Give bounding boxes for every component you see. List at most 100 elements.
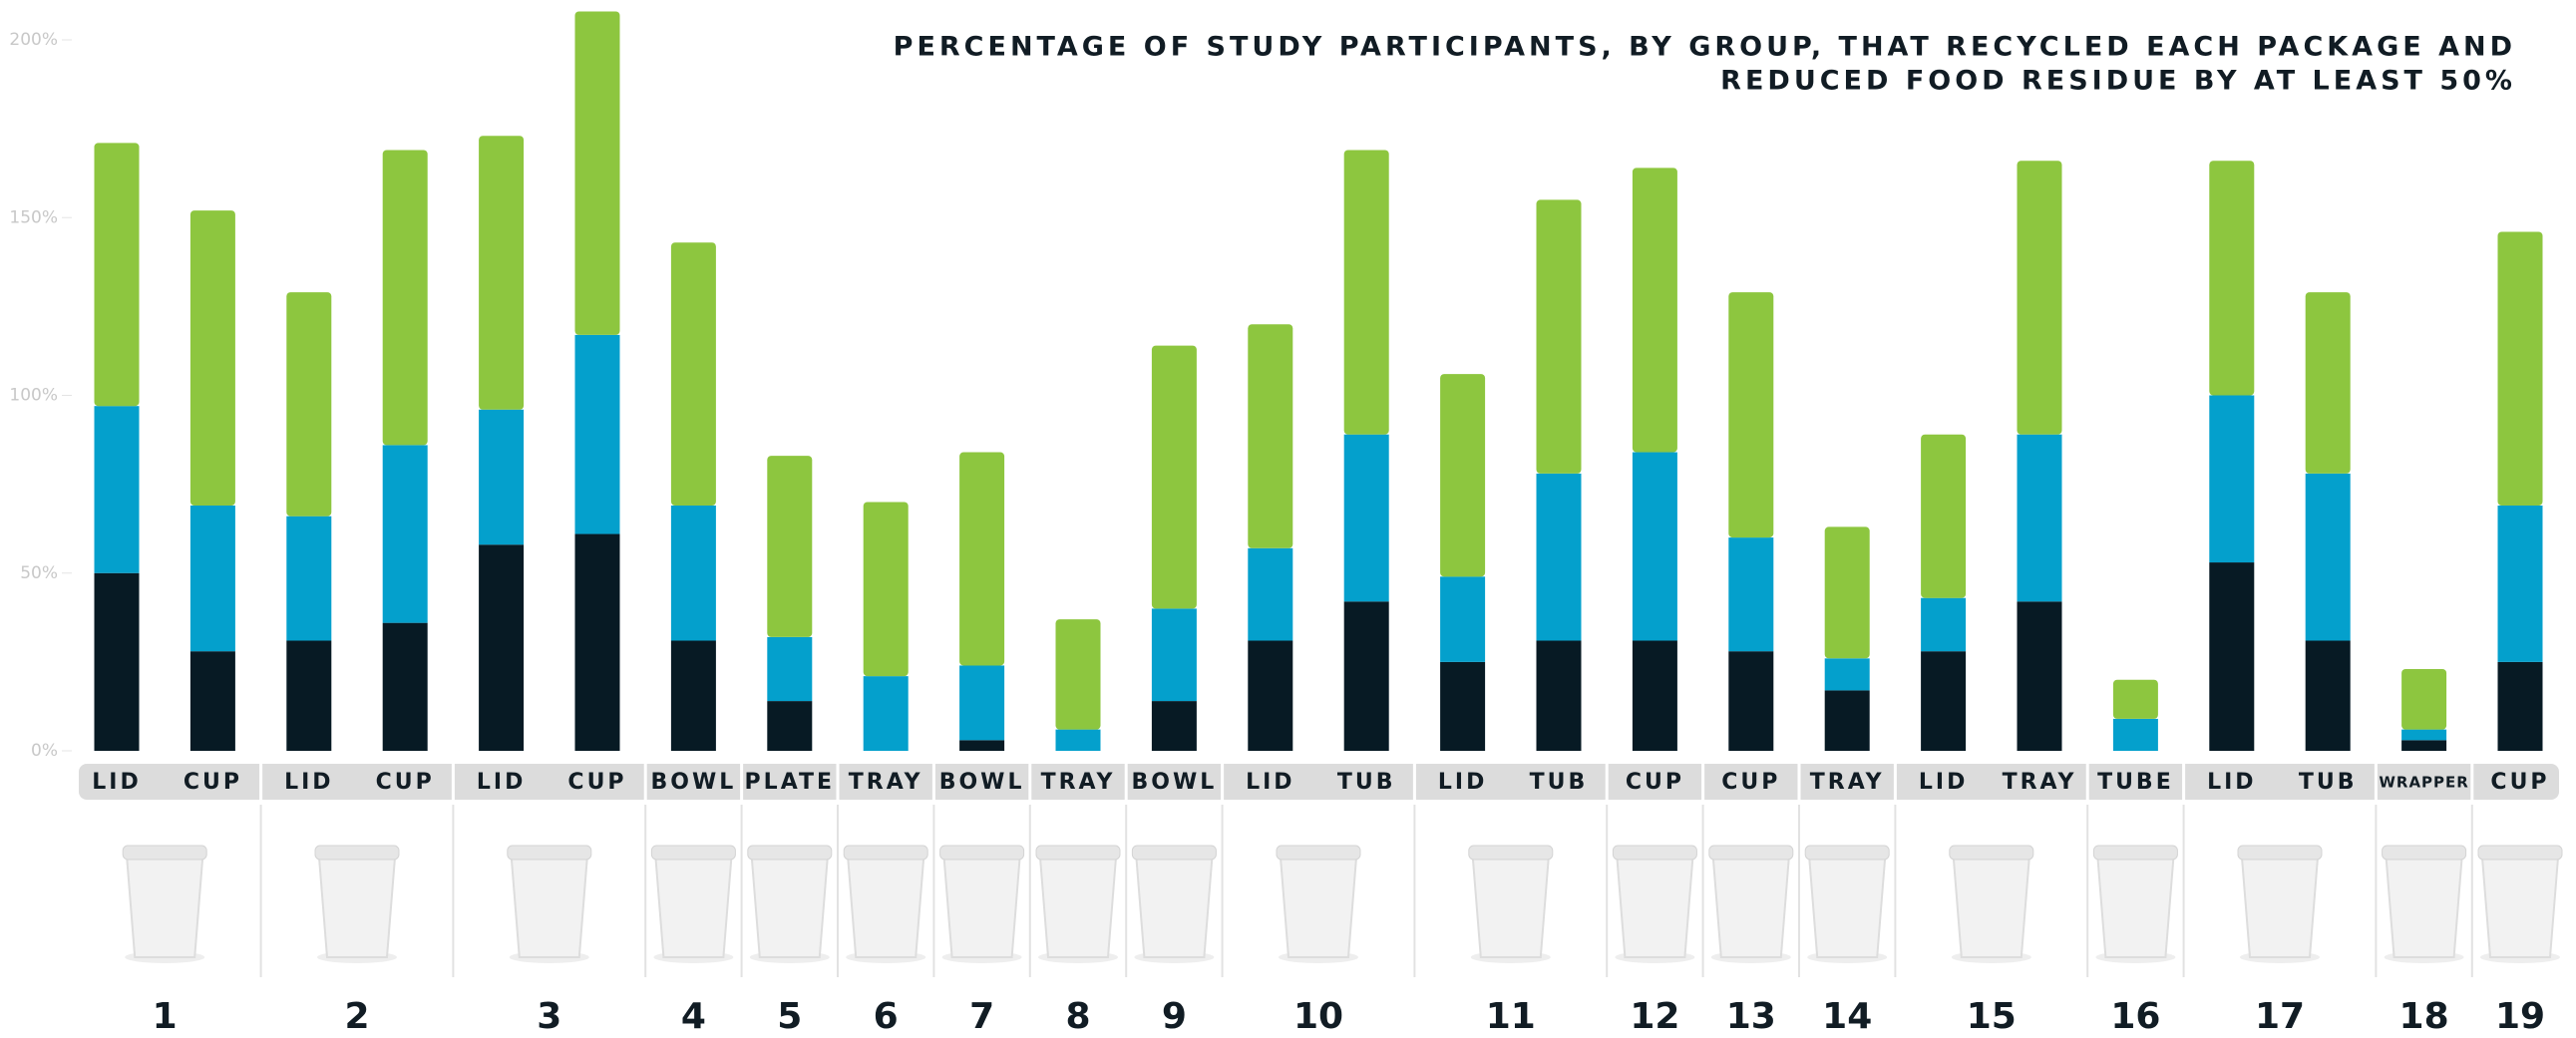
product-lid <box>508 846 591 860</box>
bar-segment <box>959 665 1004 740</box>
bar-segment <box>671 242 716 506</box>
bar-segment <box>2498 232 2543 507</box>
bar-segment <box>1921 435 1966 598</box>
bar-segment <box>1056 619 1101 730</box>
x-tick-label: CUP <box>376 770 435 795</box>
product-image <box>1954 858 2029 957</box>
bar-segment <box>1921 651 1966 751</box>
bar-segment <box>95 573 140 751</box>
group-label: 7 <box>969 996 994 1037</box>
x-tick-label: TUBE <box>2097 770 2174 795</box>
bar-segment <box>1152 608 1197 701</box>
bar-segment <box>1825 658 1870 690</box>
bar-segment <box>575 534 620 751</box>
bar-segment <box>1344 601 1389 751</box>
product-image <box>1040 858 1116 957</box>
bar-segment <box>190 651 235 751</box>
group-label: 10 <box>1293 996 1343 1037</box>
group-label: 9 <box>1162 996 1187 1037</box>
bar-segment <box>2401 669 2446 730</box>
bar-segment <box>1152 701 1197 751</box>
bar-segment <box>190 506 235 651</box>
bar-segment <box>2401 740 2446 751</box>
product-lid <box>1277 846 1360 860</box>
y-tick-label: 100% <box>9 386 58 406</box>
bar-segment <box>95 143 140 406</box>
x-tick-label: LID <box>477 770 526 795</box>
product-lid <box>1613 846 1696 860</box>
bar-segment <box>1152 346 1197 609</box>
group-label: 18 <box>2399 996 2449 1037</box>
y-tick-label: 0% <box>31 741 58 761</box>
product-image <box>752 858 828 957</box>
product-image <box>319 858 395 957</box>
bar-segment <box>671 506 716 640</box>
x-tick-label: LID <box>284 770 333 795</box>
bar-segment <box>1728 292 1773 537</box>
bar-segment <box>1537 474 1582 641</box>
product-lid <box>1469 846 1553 860</box>
bar-segment <box>2018 435 2062 602</box>
product-image <box>512 858 587 957</box>
x-tick-label: TUB <box>2299 770 2358 795</box>
bar-segment <box>190 210 235 506</box>
bar-segment <box>767 637 812 701</box>
group-label: 4 <box>681 996 706 1037</box>
product-image <box>655 858 731 957</box>
product-lid <box>651 846 735 860</box>
group-label: 11 <box>1486 996 1536 1037</box>
x-tick-label: PLATE <box>745 770 836 795</box>
bar-segment <box>1344 151 1389 435</box>
bar-segment <box>2306 640 2351 751</box>
bar-segment <box>95 406 140 573</box>
bar-segment <box>286 517 331 641</box>
product-image <box>2387 858 2462 957</box>
bar-segment <box>1633 453 1677 641</box>
x-tick-label: CUP <box>567 770 626 795</box>
product-lid <box>1132 846 1216 860</box>
bar-segment <box>575 11 620 334</box>
x-tick-label: CUP <box>1721 770 1780 795</box>
bar-segment <box>383 445 428 622</box>
y-tick-label: 150% <box>9 207 58 227</box>
bar-segment <box>767 456 812 637</box>
bar-segment <box>1728 537 1773 651</box>
product-image <box>2482 858 2558 957</box>
group-label: 5 <box>777 996 802 1037</box>
bar-segment <box>2209 562 2254 751</box>
bar-segment <box>2498 662 2543 751</box>
x-tick-label: TUB <box>1337 770 1396 795</box>
category-strip <box>79 764 2559 800</box>
bar-segment <box>286 640 331 751</box>
x-tick-label: LID <box>1438 770 1487 795</box>
product-lid <box>1950 846 2033 860</box>
product-image <box>1809 858 1885 957</box>
bar-segment <box>1248 548 1292 641</box>
product-image <box>127 858 202 957</box>
product-lid <box>2383 846 2466 860</box>
product-lid <box>2478 846 2562 860</box>
product-image <box>1473 858 1549 957</box>
group-label: 13 <box>1726 996 1776 1037</box>
bar-segment <box>864 502 909 676</box>
bar-segment <box>479 410 524 544</box>
x-tick-label: TRAY <box>1810 770 1885 795</box>
x-tick-label: TUB <box>1530 770 1589 795</box>
group-label: 2 <box>344 996 369 1037</box>
bar-segment <box>383 151 428 446</box>
bar-segment <box>767 701 812 751</box>
product-lid <box>1036 846 1120 860</box>
bar-segment <box>2113 680 2158 719</box>
bar-segment <box>2209 396 2254 563</box>
product-image <box>2242 858 2318 957</box>
product-image <box>1136 858 1212 957</box>
x-tick-label: CUP <box>2490 770 2549 795</box>
bar-segment <box>1633 640 1677 751</box>
bar-segment <box>1056 730 1101 751</box>
product-lid <box>940 846 1024 860</box>
group-label: 15 <box>1967 996 2017 1037</box>
bar-segment <box>1537 199 1582 474</box>
bar-segment <box>2498 506 2543 662</box>
y-tick-label: 200% <box>9 30 58 50</box>
product-image <box>2097 858 2173 957</box>
